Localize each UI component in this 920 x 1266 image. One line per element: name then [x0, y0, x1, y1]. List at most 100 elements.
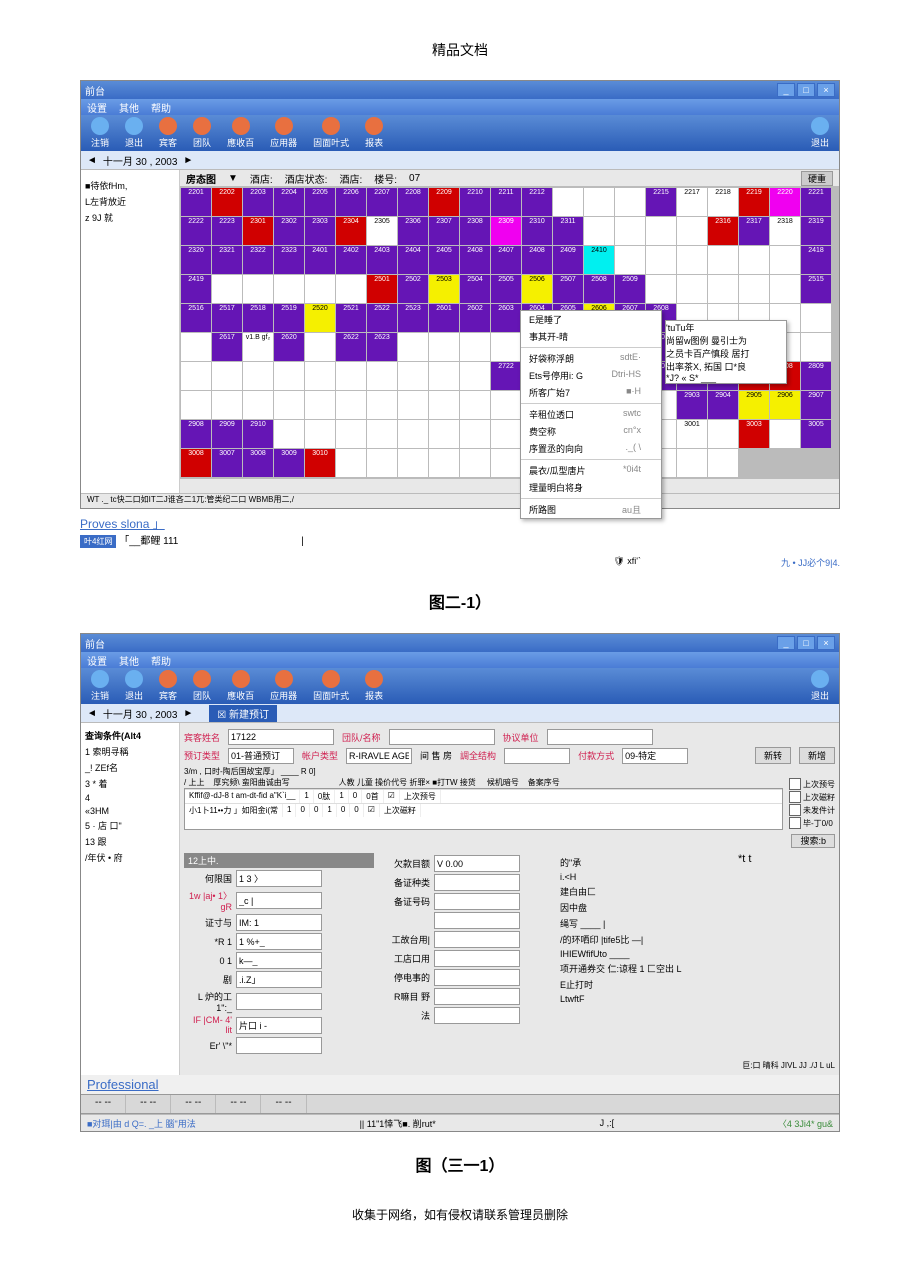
- room-cell[interactable]: [584, 217, 614, 245]
- room-cell[interactable]: 2508: [584, 275, 614, 303]
- submenu-item[interactable]: 之员卡百产慎段 居打: [666, 347, 786, 360]
- tab[interactable]: -- --: [81, 1095, 126, 1113]
- menu-item[interactable]: 费空称cn°x: [521, 423, 661, 440]
- toolbar-button[interactable]: 退出: [125, 670, 143, 702]
- room-cell[interactable]: 2909: [212, 420, 242, 448]
- room-cell[interactable]: 2219: [739, 188, 769, 216]
- unit-input[interactable]: [547, 729, 653, 745]
- room-cell[interactable]: 3008: [181, 449, 211, 477]
- menu-item[interactable]: 事其开-晴: [521, 328, 661, 345]
- menubar-2[interactable]: 设置 其他 帮助: [81, 652, 839, 668]
- room-cell[interactable]: [305, 275, 335, 303]
- sidebar-item[interactable]: L左背放近: [85, 195, 175, 208]
- room-table[interactable]: Kffif@-dJ-8 t am-dt-fid a"K`i__10肽100首☑上…: [184, 788, 783, 830]
- room-cell[interactable]: 2308: [460, 217, 490, 245]
- room-cell[interactable]: 2410: [584, 246, 614, 274]
- room-cell[interactable]: [460, 362, 490, 390]
- room-cell[interactable]: [274, 391, 304, 419]
- room-cell[interactable]: 2405: [429, 246, 459, 274]
- room-cell[interactable]: 2402: [336, 246, 366, 274]
- room-cell[interactable]: 2221: [801, 188, 831, 216]
- room-cell[interactable]: 3003: [739, 420, 769, 448]
- room-cell[interactable]: [181, 391, 211, 419]
- room-cell[interactable]: 2905: [739, 391, 769, 419]
- room-cell[interactable]: [615, 217, 645, 245]
- room-cell[interactable]: 3009: [274, 449, 304, 477]
- room-cell[interactable]: 2316: [708, 217, 738, 245]
- tab[interactable]: -- --: [126, 1095, 171, 1113]
- sidebar-item[interactable]: _! ZEf名: [85, 761, 175, 774]
- room-cell[interactable]: 2408: [522, 246, 552, 274]
- room-cell[interactable]: 2211: [491, 188, 521, 216]
- room-cell[interactable]: 2522: [367, 304, 397, 332]
- room-cell[interactable]: 2318: [770, 217, 800, 245]
- toolbar-button[interactable]: 报表: [365, 670, 383, 702]
- toolbar-button[interactable]: 团队: [193, 670, 211, 702]
- tab[interactable]: -- --: [171, 1095, 216, 1113]
- room-cell[interactable]: [739, 275, 769, 303]
- room-cell[interactable]: [429, 449, 459, 477]
- room-cell[interactable]: [677, 275, 707, 303]
- room-cell[interactable]: [460, 449, 490, 477]
- toolbar-button[interactable]: 应用器: [270, 670, 297, 702]
- room-cell[interactable]: [429, 391, 459, 419]
- room-cell[interactable]: [398, 449, 428, 477]
- room-cell[interactable]: 2401: [305, 246, 335, 274]
- room-cell[interactable]: 2209: [429, 188, 459, 216]
- toolbar-button[interactable]: 宾客: [159, 670, 177, 702]
- room-cell[interactable]: [243, 362, 273, 390]
- toolbar-button[interactable]: 固面叶式: [313, 117, 349, 149]
- room-cell[interactable]: [646, 217, 676, 245]
- room-cell[interactable]: [305, 333, 335, 361]
- room-cell[interactable]: 2523: [398, 304, 428, 332]
- room-cell[interactable]: 2521: [336, 304, 366, 332]
- room-cell[interactable]: [274, 275, 304, 303]
- tab-row[interactable]: -- ---- ---- ---- ---- --: [81, 1094, 839, 1114]
- table-row[interactable]: 小1卜11••力 」如阳金i(常100100☑上次磁籽: [185, 803, 782, 817]
- room-cell[interactable]: 3005: [801, 420, 831, 448]
- room-cell[interactable]: [212, 391, 242, 419]
- room-cell[interactable]: 2418: [801, 246, 831, 274]
- room-cell[interactable]: 2217: [677, 188, 707, 216]
- room-cell[interactable]: 2403: [367, 246, 397, 274]
- room-cell[interactable]: [677, 246, 707, 274]
- submenu-item[interactable]: 出率茶X, 拓国 口*良: [666, 360, 786, 373]
- room-cell[interactable]: 2516: [181, 304, 211, 332]
- guest-name-input[interactable]: [228, 729, 334, 745]
- tab[interactable]: -- --: [216, 1095, 261, 1113]
- room-cell[interactable]: 2203: [243, 188, 273, 216]
- room-cell[interactable]: [677, 449, 707, 477]
- room-cell[interactable]: 2622: [336, 333, 366, 361]
- room-cell[interactable]: 2210: [460, 188, 490, 216]
- room-cell[interactable]: [460, 333, 490, 361]
- refresh-button[interactable]: 硬重: [801, 171, 833, 186]
- room-cell[interactable]: [491, 420, 521, 448]
- sidebar-item[interactable]: /年伏 • 府: [85, 851, 175, 864]
- room-cell[interactable]: 2202: [212, 188, 242, 216]
- room-cell[interactable]: 2722: [491, 362, 521, 390]
- room-cell[interactable]: 2218: [708, 188, 738, 216]
- room-cell[interactable]: 2320: [181, 246, 211, 274]
- room-cell[interactable]: [646, 275, 676, 303]
- search-button[interactable]: 搜索:b: [791, 834, 835, 848]
- room-cell[interactable]: 2908: [181, 420, 211, 448]
- room-cell[interactable]: 2620: [274, 333, 304, 361]
- room-cell[interactable]: 2501: [367, 275, 397, 303]
- menu-item[interactable]: 所路图au且: [521, 501, 661, 518]
- room-cell[interactable]: 2904: [708, 391, 738, 419]
- menu-item[interactable]: 理量明白将身: [521, 479, 661, 496]
- toolbar-button[interactable]: 應收百: [227, 670, 254, 702]
- toolbar-button[interactable]: 团队: [193, 117, 211, 149]
- context-submenu[interactable]: 'tuTu年尚留w图例 曼引士为之员卡百产慎段 居打出率茶X, 拓国 口*良*J…: [665, 320, 787, 384]
- room-cell[interactable]: [553, 188, 583, 216]
- room-cell[interactable]: 2408: [460, 246, 490, 274]
- room-cell[interactable]: 2809: [801, 362, 831, 390]
- room-cell[interactable]: 3007: [212, 449, 242, 477]
- sidebar-item[interactable]: 13 跟: [85, 835, 175, 848]
- room-cell[interactable]: [708, 246, 738, 274]
- btn-1[interactable]: 新转: [755, 747, 791, 764]
- sidebar-item[interactable]: 5 · 店 口": [85, 819, 175, 832]
- room-cell[interactable]: 2306: [398, 217, 428, 245]
- sidebar-item[interactable]: «3HM: [85, 806, 175, 816]
- room-cell[interactable]: 2617: [212, 333, 242, 361]
